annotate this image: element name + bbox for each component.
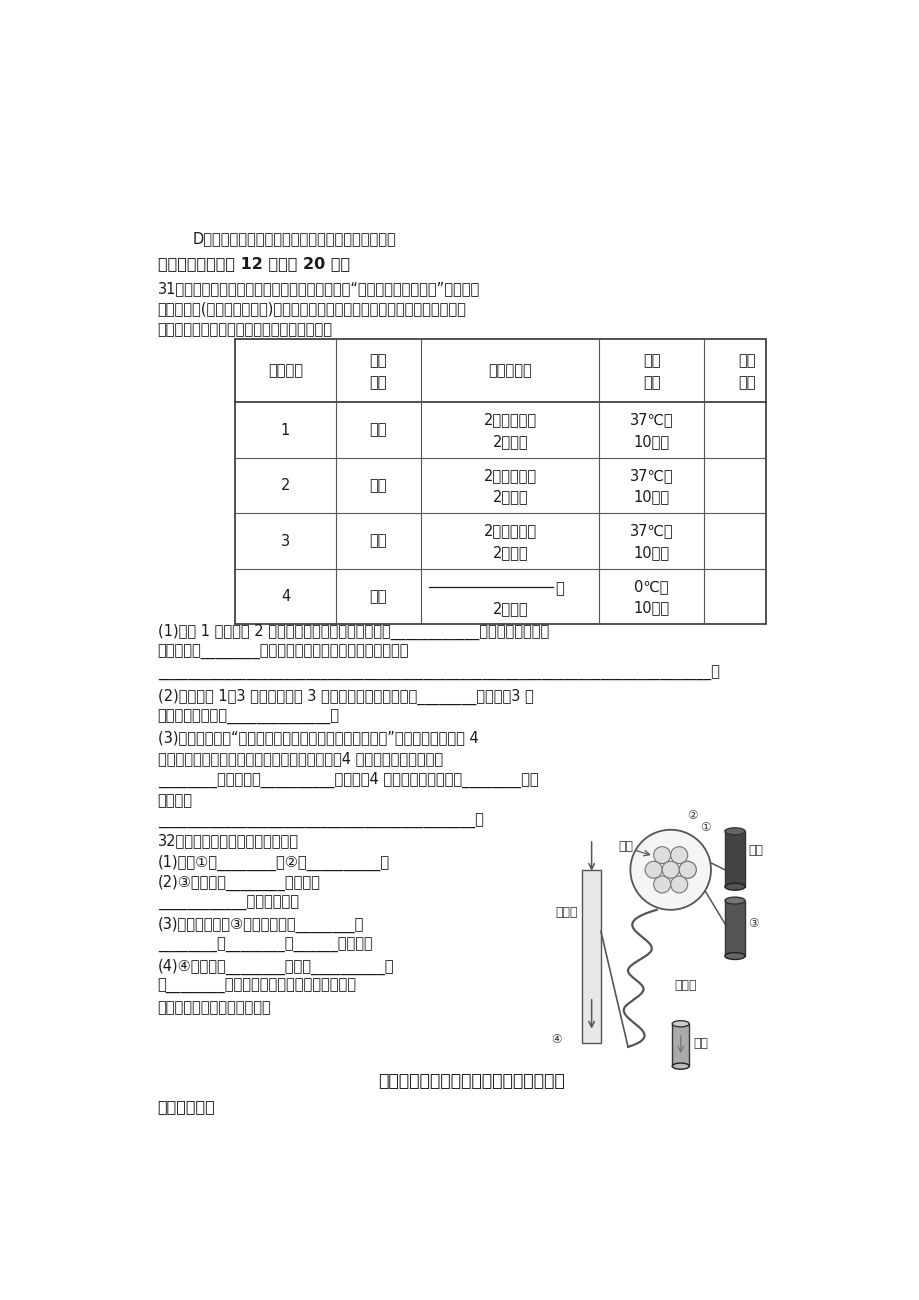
Text: 号试管。请你根据所学的有关知识判断，加入到4 号试管的物质还应该有: 号试管。请你根据所学的有关知识判断，加入到4 号试管的物质还应该有 [157, 751, 442, 766]
Text: 2滴磘液: 2滴磘液 [492, 602, 528, 616]
Text: (1)图中①是________；②是__________。: (1)图中①是________；②是__________。 [157, 854, 390, 871]
Text: 试管的实验现象是______________。: 试管的实验现象是______________。 [157, 710, 339, 724]
Circle shape [644, 862, 662, 879]
Text: 试管编号: 试管编号 [267, 363, 302, 378]
Text: 2滴磘液: 2滴磘液 [492, 545, 528, 560]
Text: (3)正常情况下，③的主要成分为________、: (3)正常情况下，③的主要成分为________、 [157, 916, 364, 933]
Circle shape [670, 876, 687, 893]
Text: 和全部的葡萄糖吸收回血液。: 和全部的葡萄糖吸收回血液。 [157, 1000, 271, 1015]
Circle shape [652, 876, 670, 893]
Bar [235, 339, 766, 624]
Circle shape [670, 846, 687, 863]
Circle shape [678, 862, 696, 879]
Text: 10分钟: 10分钟 [633, 434, 669, 450]
Text: 形态: 形态 [369, 374, 387, 390]
Text: 0℃；: 0℃； [634, 578, 668, 594]
Text: ④: ④ [550, 1032, 562, 1045]
Text: 10分钟: 10分钟 [633, 545, 669, 560]
Text: ③: ③ [747, 918, 758, 931]
Circle shape [630, 829, 710, 910]
Text: 肾小管: 肾小管 [674, 979, 697, 992]
Text: (3)为进一步探究“其他因素对唤液淠粉酶消化作用的影响”，小组同学补加了 4: (3)为进一步探究“其他因素对唤液淠粉酶消化作用的影响”，小组同学补加了 4 [157, 731, 478, 745]
Text: 收集管: 收集管 [554, 906, 577, 919]
Ellipse shape [672, 1063, 688, 1069]
Text: ①: ① [699, 820, 710, 833]
Text: 2毫升清水；: 2毫升清水； [483, 468, 536, 484]
Text: 二、填空题（每空 12 分，共 20 分）: 二、填空题（每空 12 分，共 20 分） [157, 256, 349, 272]
Bar [724, 831, 744, 887]
Text: 会变蓝的是________号试管。通过该组实验，得出的结论是: 会变蓝的是________号试管。通过该组实验，得出的结论是 [157, 645, 409, 660]
Text: ；: ； [554, 581, 563, 597]
Text: ________、________和______等物质。: ________、________和______等物质。 [157, 937, 372, 953]
Text: 2滴磘液: 2滴磘液 [492, 490, 528, 504]
Ellipse shape [724, 883, 744, 890]
Bar [672, 1024, 688, 1066]
Ellipse shape [724, 953, 744, 959]
Text: ___________________________________________________________________________。: ________________________________________… [157, 666, 719, 681]
Text: 一、选择题：: 一、选择题： [157, 1100, 215, 1114]
Bar [582, 870, 600, 1043]
Text: 温度: 温度 [642, 354, 660, 368]
Text: 2滴碘液: 2滴碘液 [492, 434, 528, 450]
Text: 准备了馒头(碎屑与小块等量)、唤液、清水、碘液、恒温筱等实验材料和设备，: 准备了馒头(碎屑与小块等量)、唤液、清水、碘液、恒温筱等实验材料和设备， [157, 302, 466, 316]
Text: 馒头: 馒头 [369, 354, 387, 368]
Text: 验结论是: 验结论是 [157, 793, 192, 807]
Text: D、告诉当地政府或有关部门，及时制止和惩处他们: D、告诉当地政府或有关部门，及时制止和惩处他们 [192, 230, 396, 246]
Text: 环境: 环境 [642, 374, 660, 390]
Text: (1)分析 1 号试管和 2 号试管这一组实验，实验变量是____________。预测实验现象，: (1)分析 1 号试管和 2 号试管这一组实验，实验变量是___________… [157, 624, 549, 641]
Text: 37℃；: 37℃； [630, 524, 673, 538]
Text: (2)③的液体是________，是经过: (2)③的液体是________，是经过 [157, 875, 320, 892]
Text: 10分钟: 10分钟 [633, 601, 669, 615]
Text: 4: 4 [280, 589, 289, 604]
Text: 碎屑: 碎屑 [369, 478, 387, 493]
Text: 第四单元：生物圈中的人综合训练（一）: 第四单元：生物圈中的人综合训练（一） [378, 1072, 564, 1091]
Text: 37℃；: 37℃； [630, 468, 673, 484]
Text: 10分钟: 10分钟 [633, 490, 669, 504]
Ellipse shape [724, 828, 744, 835]
Text: 设计了如下实验方案：请分析回答下列问题：: 设计了如下实验方案：请分析回答下列问题： [157, 322, 333, 337]
Text: 2: 2 [280, 478, 289, 493]
Bar [724, 901, 744, 956]
Text: ___________________________________________。: ________________________________________… [157, 814, 483, 828]
Ellipse shape [724, 897, 744, 903]
Ellipse shape [672, 1020, 688, 1027]
Text: 37℃；: 37℃； [630, 412, 673, 428]
Text: 过滤: 过滤 [618, 840, 632, 853]
Text: 加入的物质: 加入的物质 [488, 363, 531, 378]
Text: 现象: 现象 [737, 374, 754, 390]
Text: ②: ② [686, 810, 697, 823]
Text: 碎屑: 碎屑 [369, 422, 387, 438]
Text: 碎屑: 碎屑 [369, 589, 387, 604]
Text: 小块: 小块 [369, 533, 387, 549]
Text: 有________，它能将大部分的水、部分无机盐: 有________，它能将大部分的水、部分无机盐 [157, 979, 357, 994]
Circle shape [678, 862, 696, 879]
Text: ________，对照组是__________号试管，4 号试管的实验现象是________，实: ________，对照组是__________号试管，4 号试管的实验现象是__… [157, 772, 538, 788]
Text: 32、如图是尿的形成过程示意图：: 32、如图是尿的形成过程示意图： [157, 833, 299, 849]
Text: (2)分析研究 1～3 号试管，能与 3 号试管形成对照实验的是________号试管，3 号: (2)分析研究 1～3 号试管，能与 3 号试管形成对照实验的是________… [157, 689, 533, 705]
Circle shape [662, 862, 678, 879]
Text: ____________作用形成的。: ____________作用形成的。 [157, 896, 299, 911]
Text: 1: 1 [280, 422, 289, 438]
Text: 动脉: 动脉 [747, 844, 763, 857]
Text: 实验: 实验 [737, 354, 754, 368]
Text: 31、某初中生物研究性学习小组的同学，在探究“馒头在口腔中的变化”课题时，: 31、某初中生物研究性学习小组的同学，在探究“馒头在口腔中的变化”课题时， [157, 281, 480, 295]
Text: (4)④的液体是________。图中__________具: (4)④的液体是________。图中__________具 [157, 958, 393, 975]
Circle shape [652, 846, 670, 863]
Text: 3: 3 [280, 533, 289, 549]
Text: 2毫升唤液；: 2毫升唤液； [483, 524, 536, 538]
Text: 2毫升唤液；: 2毫升唤液； [483, 412, 536, 428]
Text: 静脉: 静脉 [692, 1036, 708, 1049]
